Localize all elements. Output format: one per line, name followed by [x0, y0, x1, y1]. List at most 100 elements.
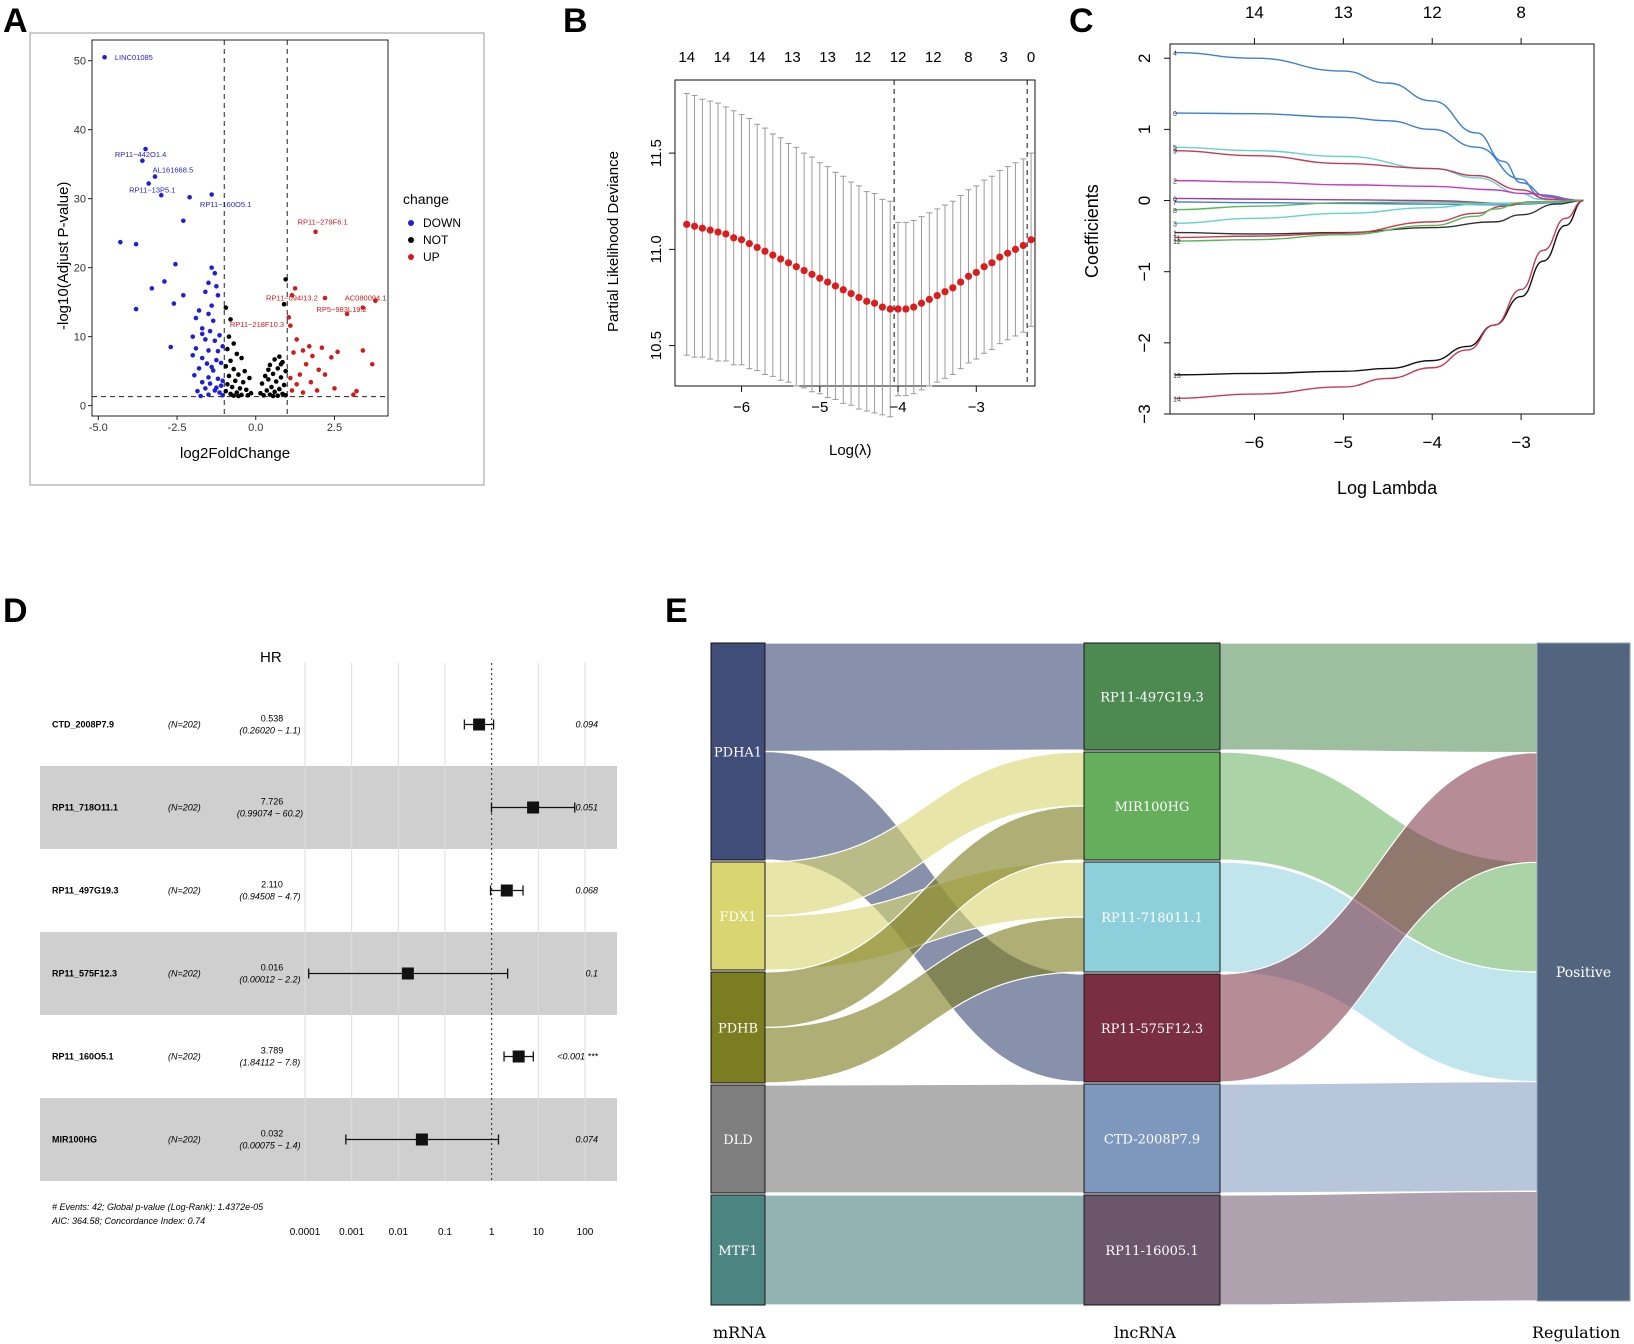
cv-mean-point — [706, 226, 714, 234]
sankey-node-label: CTD-2008P7.9 — [1104, 1133, 1200, 1148]
volcano-point — [319, 345, 325, 350]
cv-mean-point — [690, 222, 699, 230]
volcano-point — [212, 270, 218, 276]
volcano-y-tick-label: 10 — [74, 332, 86, 344]
volcano-point — [329, 355, 334, 360]
coef-xlabel: Log Lambda — [1337, 478, 1438, 498]
forest-variable-name: RP11_497G19.3 — [52, 886, 119, 896]
volcano-point — [143, 146, 148, 152]
volcano-point — [360, 305, 366, 310]
volcano-point — [210, 368, 216, 373]
volcano-point — [232, 378, 238, 384]
cv-mean-point — [964, 272, 973, 280]
sankey-node-label: MIR100HG — [1115, 800, 1190, 815]
volcano-point — [300, 390, 306, 395]
cv-mean-point — [792, 263, 800, 271]
coef-x-tick-label: −3 — [1511, 433, 1530, 452]
volcano-point — [199, 379, 205, 385]
coef-x-tick-label: −4 — [1423, 433, 1442, 452]
cv-top-tick-label: 13 — [784, 49, 801, 66]
coef-y-tick-label: 0 — [1135, 196, 1154, 205]
volcano-point — [146, 181, 151, 186]
volcano-point — [266, 367, 271, 373]
cv-mean-point — [761, 247, 769, 255]
cv-top-tick-label: 12 — [925, 49, 942, 66]
volcano-point — [236, 393, 241, 399]
volcano-point — [215, 292, 221, 298]
cv-top-tick-label: 12 — [890, 49, 907, 66]
cv-y-tick-label: 11.0 — [648, 235, 665, 263]
volcano-point — [206, 280, 211, 286]
coef-path-line — [1174, 199, 1584, 400]
cv-plot-area — [674, 79, 1036, 387]
coef-path-index: 6 — [1173, 196, 1177, 203]
volcano-point — [286, 315, 292, 320]
volcano-point — [212, 338, 218, 344]
volcano-y-tick-label: 20 — [74, 263, 86, 275]
forest-hr-value: 2.110 — [261, 880, 283, 890]
panel-label-c: C — [1069, 2, 1094, 40]
volcano-y-tick-label: 0 — [80, 401, 86, 413]
volcano-point — [226, 373, 232, 379]
sankey-node-mrna — [710, 971, 766, 1084]
volcano-point — [240, 379, 246, 385]
volcano-point — [228, 358, 233, 364]
volcano-x-tick-label: 2.5 — [327, 422, 342, 434]
sankey-node-mrna — [710, 861, 766, 971]
volcano-point — [214, 283, 219, 289]
volcano-point — [332, 386, 337, 391]
volcano-point — [373, 298, 378, 304]
volcano-gene-label: RP11−442O1.4 — [115, 150, 166, 159]
cv-mean-point — [824, 278, 832, 286]
volcano-point — [277, 386, 282, 392]
volcano-point — [171, 301, 177, 306]
forest-hr-marker — [415, 1133, 428, 1146]
forest-x-tick-label: 0.01 — [389, 1227, 409, 1238]
cv-y-tick-label: 11.5 — [648, 139, 665, 167]
volcano-point — [231, 341, 237, 346]
volcano-point — [273, 379, 279, 384]
cv-top-tick-label: 0 — [1027, 49, 1035, 66]
volcano-point — [300, 348, 306, 353]
volcano-gene-label: RP11−13P5.1 — [129, 186, 175, 195]
volcano-point — [314, 388, 320, 393]
coef-path-line — [1174, 199, 1584, 206]
panel-label-b: B — [563, 2, 588, 40]
volcano-point — [322, 372, 328, 377]
volcano-point — [247, 375, 252, 381]
sankey-link — [1219, 642, 1538, 754]
volcano-y-tick-label: 40 — [74, 125, 86, 137]
coef-path-index: 4 — [1173, 51, 1177, 58]
coef-path-line — [1174, 150, 1584, 202]
forest-sample-size: (N=202) — [168, 1135, 201, 1145]
volcano-point — [196, 366, 202, 371]
cv-mean-point — [784, 259, 793, 267]
cv-mean-point — [847, 290, 855, 298]
cv-top-tick-label: 14 — [714, 49, 731, 66]
coef-y-tick-label: 1 — [1135, 125, 1154, 134]
coef-path-index: 12 — [1173, 239, 1181, 246]
forest-variable-name: RP11_160O5.1 — [52, 1052, 114, 1062]
coef-ylabel: Coefficients — [1082, 184, 1102, 278]
coef-path-line — [1174, 179, 1584, 202]
volcano-x-tick-label: -2.5 — [168, 422, 187, 434]
cv-mean-point — [769, 251, 777, 259]
volcano-point — [206, 375, 211, 380]
volcano-point — [140, 158, 145, 164]
volcano-point — [239, 355, 244, 361]
volcano-point — [173, 261, 178, 267]
volcano-legend-swatch — [408, 220, 414, 226]
cv-mean-point — [816, 274, 824, 282]
cv-deviance-plot: −6 −5 −4 −310.511.011.514 14 14 13 13 12 12 12 8 3 0 … — [605, 49, 1036, 459]
volcano-point — [162, 279, 167, 284]
cv-top-tick-label: 3 — [1000, 49, 1008, 66]
coef-plot-area — [1169, 43, 1595, 415]
sankey-diagram: PDHA1 FDX1 PDHB DLD MTF1 RP11-497G19.3 MIR100H… — [710, 642, 1631, 1342]
volcano-point — [225, 381, 230, 387]
panel-label-d: D — [3, 592, 28, 630]
volcano-point — [218, 360, 224, 366]
volcano-point — [243, 387, 249, 393]
volcano-point — [283, 393, 288, 398]
volcano-point — [220, 378, 225, 384]
cv-mean-point — [855, 293, 863, 302]
